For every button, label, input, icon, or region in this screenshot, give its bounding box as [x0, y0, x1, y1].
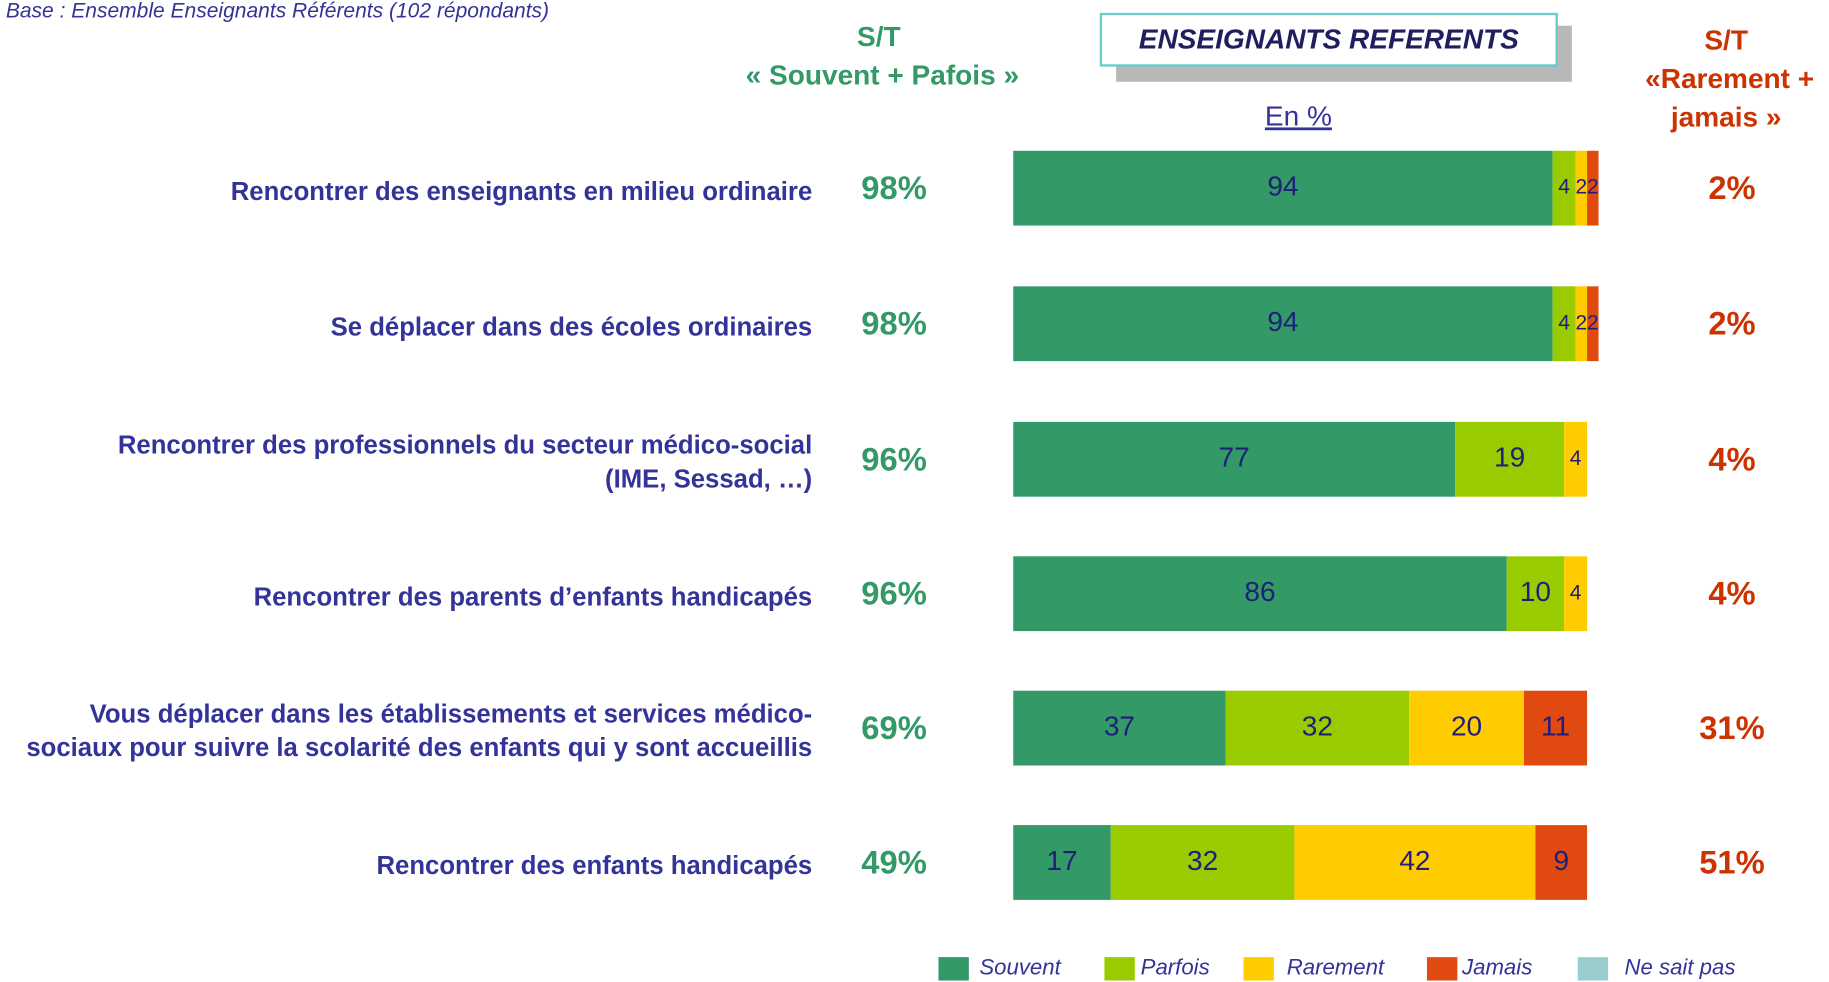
- bar-segment: [1575, 150, 1588, 226]
- legend-swatch: [938, 957, 969, 981]
- segment-label: 94: [1267, 171, 1298, 202]
- segment-label: 32: [1187, 845, 1218, 876]
- unit-note: En %: [1265, 100, 1332, 131]
- bar-segment: [1013, 150, 1553, 226]
- category-label: Rencontrer des parents d’enfants handica…: [253, 581, 813, 611]
- segment-label: 4: [1558, 311, 1570, 334]
- left-total: 98%: [861, 169, 927, 206]
- base-note: Base : Ensemble Enseignants Référents (1…: [6, 0, 549, 22]
- bar-segment: [1564, 556, 1588, 632]
- bar-segment: [1506, 556, 1565, 632]
- legend-label: Jamais: [1461, 955, 1532, 980]
- segment-label: 77: [1219, 442, 1250, 473]
- category-label: Rencontrer des professionnels du secteur…: [117, 430, 813, 494]
- legend-swatch: [1243, 957, 1274, 981]
- legend-swatch: [1577, 957, 1609, 981]
- right-header: «Rarement +: [1645, 63, 1814, 94]
- segment-label: 11: [1541, 711, 1570, 742]
- legend-label: Rarement: [1287, 955, 1385, 980]
- left-total: 98%: [861, 305, 927, 342]
- segment-label: 10: [1520, 576, 1551, 607]
- segment-label: 37: [1104, 711, 1135, 742]
- bar-segment: [1110, 825, 1295, 900]
- category-label: Vous déplacer dans les établissements et…: [26, 698, 813, 762]
- category-label: Se déplacer dans des écoles ordinaires: [330, 311, 813, 341]
- bar-segment: [1523, 690, 1588, 766]
- bar-segment: [1013, 286, 1553, 362]
- bar-segment: [1409, 690, 1524, 766]
- category-label: Rencontrer des enseignants en milieu ord…: [230, 175, 813, 206]
- right-total: 4%: [1708, 440, 1755, 477]
- segment-label: 19: [1494, 442, 1525, 473]
- bar-segment: [1587, 286, 1599, 362]
- bar-segment: [1455, 421, 1565, 497]
- left-total: 96%: [861, 575, 927, 612]
- bar-segment: [1013, 421, 1456, 497]
- right-header: S/T: [1704, 24, 1748, 55]
- bar-segment: [1013, 556, 1507, 632]
- chart-title: ENSEIGNANTS REFERENTS: [1139, 23, 1519, 54]
- segment-label: 42: [1399, 845, 1430, 876]
- bar-segment: [1013, 690, 1226, 766]
- legend-swatch: [1104, 957, 1135, 981]
- right-total: 4%: [1708, 575, 1755, 612]
- left-header: « Souvent + Pafois »: [746, 60, 1019, 91]
- bar-segment: [1552, 150, 1576, 226]
- segment-label: 17: [1046, 845, 1077, 876]
- category-label: Rencontrer des enfants handicapés: [376, 850, 813, 880]
- segment-label: 4: [1570, 581, 1582, 604]
- left-total: 49%: [861, 843, 927, 880]
- segment-label: 2: [1587, 311, 1599, 334]
- legend-swatch: [1426, 957, 1458, 981]
- bar-segment: [1587, 150, 1599, 226]
- left-total: 96%: [861, 440, 927, 477]
- segment-label: 2: [1575, 176, 1587, 199]
- bar-segment: [1013, 825, 1111, 900]
- bar-segment: [1552, 286, 1576, 362]
- left-header: S/T: [857, 21, 901, 52]
- segment-label: 86: [1244, 576, 1275, 607]
- title-box: [1099, 12, 1558, 67]
- segment-label: 94: [1267, 306, 1298, 337]
- segment-label: 4: [1570, 447, 1582, 470]
- segment-label: 4: [1558, 176, 1570, 199]
- bar-segment: [1575, 286, 1588, 362]
- legend-label: Parfois: [1141, 955, 1210, 980]
- segment-label: 2: [1575, 311, 1587, 334]
- right-total: 2%: [1708, 305, 1755, 342]
- segment-label: 9: [1553, 845, 1569, 876]
- segment-label: 32: [1302, 711, 1333, 742]
- left-total: 69%: [861, 709, 927, 746]
- right-total: 51%: [1699, 843, 1765, 880]
- legend-label: Souvent: [979, 955, 1061, 980]
- right-total: 31%: [1699, 709, 1765, 746]
- segment-label: 20: [1451, 711, 1482, 742]
- bar-segment: [1564, 421, 1588, 497]
- right-header: jamais »: [1670, 102, 1782, 133]
- bar-segment: [1294, 825, 1536, 900]
- legend-label: Ne sait pas: [1624, 955, 1735, 980]
- right-total: 2%: [1708, 169, 1755, 206]
- bar-segment: [1535, 825, 1588, 900]
- bar-segment: [1225, 690, 1410, 766]
- segment-label: 2: [1587, 176, 1599, 199]
